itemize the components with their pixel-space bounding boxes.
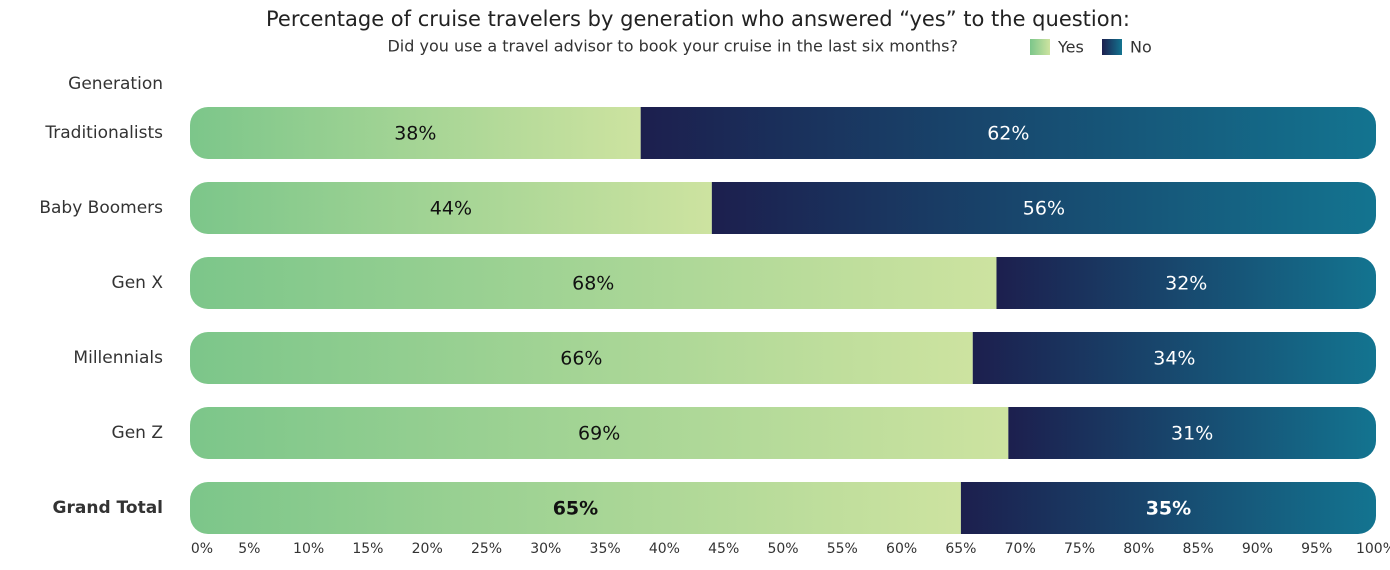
category-label: Traditionalists — [44, 123, 163, 143]
bar-row — [190, 407, 1376, 459]
bar-segment — [190, 407, 1009, 459]
legend-label: Yes — [1057, 38, 1084, 57]
value-label: 69% — [578, 423, 620, 445]
x-tick-label: 0% — [191, 541, 213, 557]
x-tick-label: 65% — [945, 541, 976, 557]
value-label: 68% — [572, 273, 614, 295]
value-label: 31% — [1171, 423, 1213, 445]
chart-title: Percentage of cruise travelers by genera… — [266, 7, 1130, 31]
x-tick-label: 90% — [1242, 541, 1273, 557]
value-label: 38% — [394, 123, 436, 145]
bar-segment — [190, 182, 712, 234]
bar-row — [190, 257, 1376, 309]
x-tick-label: 100% — [1356, 541, 1390, 557]
value-label: 35% — [1146, 498, 1191, 520]
category-label: Millennials — [73, 348, 163, 368]
x-tick-label: 95% — [1301, 541, 1332, 557]
x-tick-label: 25% — [471, 541, 502, 557]
bar-segment — [640, 107, 1376, 159]
x-tick-label: 75% — [1064, 541, 1095, 557]
category-label: Baby Boomers — [39, 198, 163, 218]
x-tick-label: 55% — [827, 541, 858, 557]
category-label: Grand Total — [53, 498, 163, 518]
value-label: 62% — [987, 123, 1029, 145]
bar-row — [190, 107, 1376, 159]
bar-segment — [190, 332, 973, 384]
x-tick-label: 20% — [412, 541, 443, 557]
bar-segment — [190, 482, 961, 534]
value-label: 34% — [1153, 348, 1195, 370]
y-axis-label: Generation — [68, 74, 163, 94]
value-label: 66% — [560, 348, 602, 370]
x-tick-label: 50% — [767, 541, 798, 557]
bar-row — [190, 332, 1376, 384]
x-tick-label: 40% — [649, 541, 680, 557]
value-label: 65% — [553, 498, 598, 520]
category-label: Gen X — [112, 273, 164, 293]
bar-row — [190, 182, 1376, 234]
chart-subtitle: Did you use a travel advisor to book you… — [387, 37, 958, 56]
x-tick-label: 80% — [1123, 541, 1154, 557]
bar-row — [190, 482, 1376, 534]
x-tick-label: 35% — [590, 541, 621, 557]
bar-segment — [972, 332, 1376, 384]
x-tick-label: 70% — [1005, 541, 1036, 557]
legend-swatch — [1102, 39, 1122, 55]
bar-segment — [190, 107, 641, 159]
x-tick-label: 45% — [708, 541, 739, 557]
x-tick-label: 5% — [238, 541, 260, 557]
value-label: 32% — [1165, 273, 1207, 295]
value-label: 56% — [1023, 198, 1065, 220]
value-label: 44% — [430, 198, 472, 220]
bar-segment — [190, 257, 997, 309]
x-tick-label: 30% — [530, 541, 561, 557]
x-tick-label: 15% — [352, 541, 383, 557]
legend-label: No — [1130, 38, 1152, 57]
category-label: Gen Z — [112, 423, 163, 443]
x-tick-label: 10% — [293, 541, 324, 557]
bar-segment — [960, 482, 1376, 534]
bar-segment — [996, 257, 1376, 309]
bar-segment — [711, 182, 1376, 234]
x-tick-label: 85% — [1183, 541, 1214, 557]
bar-segment — [1008, 407, 1376, 459]
x-tick-label: 60% — [886, 541, 917, 557]
legend-swatch — [1030, 39, 1050, 55]
